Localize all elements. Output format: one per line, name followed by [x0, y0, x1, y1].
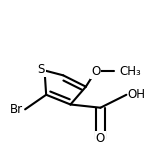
Text: O: O — [96, 132, 105, 145]
Text: Br: Br — [10, 103, 23, 116]
Text: OH: OH — [127, 88, 145, 101]
Text: S: S — [38, 63, 45, 76]
Text: O: O — [91, 65, 100, 78]
Text: CH₃: CH₃ — [119, 65, 141, 78]
